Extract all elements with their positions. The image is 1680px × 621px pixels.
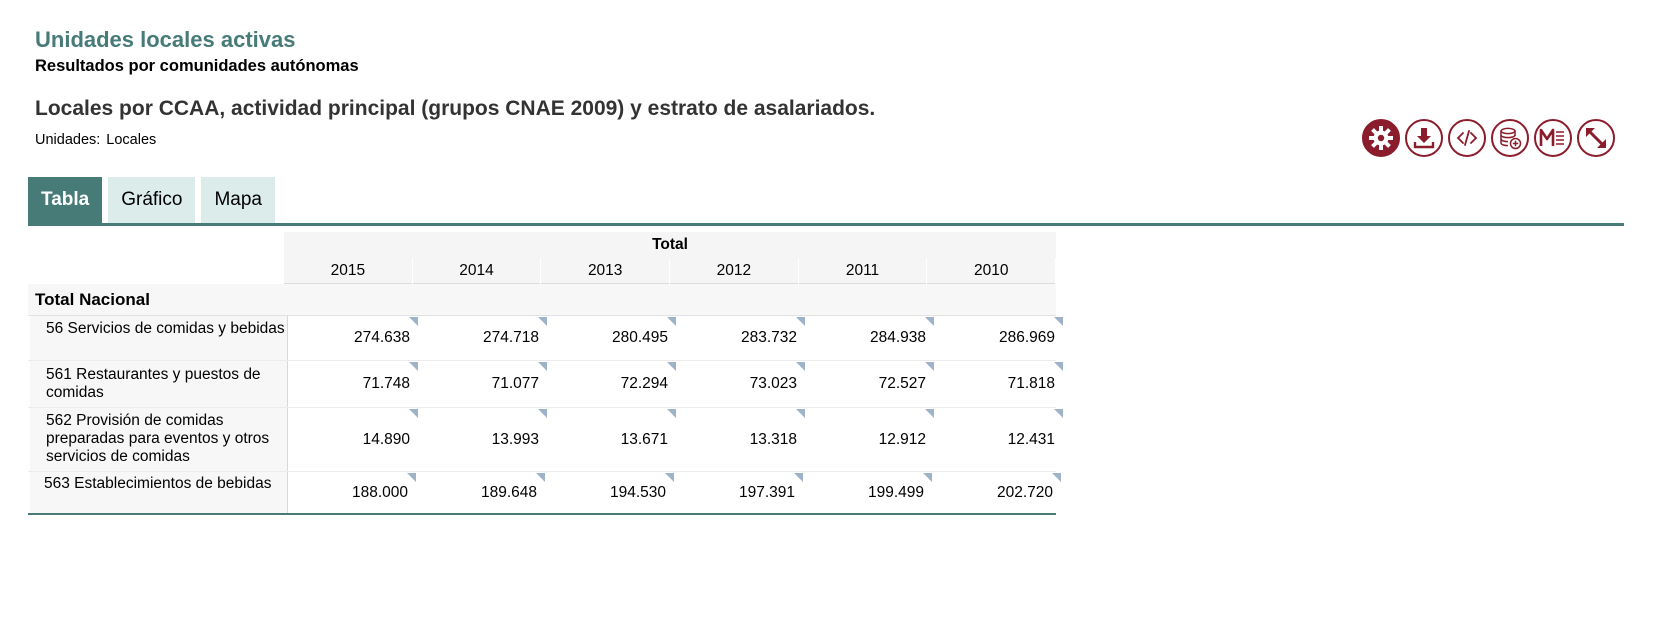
data-cell[interactable]: 194.530 bbox=[546, 472, 674, 513]
view-tabs: Tabla Gráfico Mapa bbox=[28, 177, 275, 223]
data-cell[interactable]: 197.391 bbox=[675, 472, 803, 513]
row-label: 562 Provisión de comidas preparadas para… bbox=[30, 408, 288, 471]
data-cell[interactable]: 199.499 bbox=[804, 472, 932, 513]
year-header: 2012 bbox=[670, 258, 798, 284]
note-marker-icon[interactable] bbox=[538, 317, 547, 326]
tab-tabla[interactable]: Tabla bbox=[28, 177, 103, 223]
data-cell[interactable]: 72.527 bbox=[806, 361, 934, 407]
data-cell[interactable]: 13.671 bbox=[548, 408, 676, 471]
toolbar bbox=[1362, 119, 1615, 157]
database-add-icon bbox=[1500, 127, 1522, 150]
data-cell[interactable]: 71.818 bbox=[935, 361, 1063, 407]
note-marker-icon[interactable] bbox=[407, 473, 416, 482]
code-icon bbox=[1456, 130, 1478, 146]
note-marker-icon[interactable] bbox=[409, 317, 418, 326]
data-cell[interactable]: 283.732 bbox=[677, 316, 805, 360]
data-cell[interactable]: 73.023 bbox=[677, 361, 805, 407]
year-header: 2014 bbox=[412, 258, 541, 284]
note-marker-icon[interactable] bbox=[667, 362, 676, 371]
tab-divider bbox=[28, 223, 1624, 226]
note-marker-icon[interactable] bbox=[538, 409, 547, 418]
note-marker-icon[interactable] bbox=[796, 409, 805, 418]
note-marker-icon[interactable] bbox=[796, 317, 805, 326]
download-icon bbox=[1413, 128, 1435, 149]
data-cell[interactable]: 71.748 bbox=[290, 361, 418, 407]
data-cell[interactable]: 188.000 bbox=[288, 472, 416, 513]
note-marker-icon[interactable] bbox=[409, 409, 418, 418]
note-marker-icon[interactable] bbox=[1054, 317, 1063, 326]
note-marker-icon[interactable] bbox=[667, 317, 676, 326]
tab-grafico[interactable]: Gráfico bbox=[108, 177, 196, 223]
data-cell[interactable]: 13.993 bbox=[419, 408, 547, 471]
units-label: Unidades: bbox=[35, 132, 101, 148]
row-label: 563 Establecimientos de bebidas bbox=[30, 472, 288, 513]
data-cell[interactable]: 13.318 bbox=[677, 408, 805, 471]
data-cell[interactable]: 12.912 bbox=[806, 408, 934, 471]
page-subtitle: Resultados por comunidades autónomas bbox=[35, 57, 359, 75]
data-cell[interactable]: 189.648 bbox=[417, 472, 545, 513]
data-cell[interactable]: 72.294 bbox=[548, 361, 676, 407]
tab-mapa[interactable]: Mapa bbox=[201, 177, 275, 223]
table-row: 56 Servicios de comidas y bebidas 274.63… bbox=[28, 316, 1063, 361]
data-cell[interactable]: 202.720 bbox=[933, 472, 1061, 513]
units-line: Unidades: Locales bbox=[35, 132, 156, 148]
note-marker-icon[interactable] bbox=[925, 409, 934, 418]
table-title: Locales por CCAA, actividad principal (g… bbox=[35, 97, 876, 120]
download-button[interactable] bbox=[1405, 119, 1443, 157]
note-marker-icon[interactable] bbox=[925, 317, 934, 326]
note-marker-icon[interactable] bbox=[794, 473, 803, 482]
note-marker-icon[interactable] bbox=[538, 362, 547, 371]
year-header-row: 2015 2014 2013 2012 2011 2010 bbox=[284, 258, 1056, 284]
data-cell[interactable]: 14.890 bbox=[290, 408, 418, 471]
year-header: 2011 bbox=[798, 258, 927, 284]
note-marker-icon[interactable] bbox=[409, 362, 418, 371]
section-row: Total Nacional bbox=[28, 284, 1056, 316]
note-marker-icon[interactable] bbox=[796, 362, 805, 371]
gear-icon bbox=[1369, 126, 1393, 150]
data-cell[interactable]: 12.431 bbox=[935, 408, 1063, 471]
page-title: Unidades locales activas bbox=[35, 27, 296, 52]
fullscreen-button[interactable] bbox=[1577, 119, 1615, 157]
units-value: Locales bbox=[106, 132, 157, 148]
year-header: 2010 bbox=[927, 258, 1056, 284]
note-marker-icon[interactable] bbox=[923, 473, 932, 482]
column-group-header: Total bbox=[284, 232, 1056, 258]
expand-icon bbox=[1586, 128, 1606, 148]
row-label: 561 Restaurantes y puestos de comidas bbox=[30, 361, 288, 407]
settings-button[interactable] bbox=[1362, 119, 1400, 157]
table-row: 562 Provisión de comidas preparadas para… bbox=[28, 408, 1063, 472]
note-marker-icon[interactable] bbox=[1054, 409, 1063, 418]
embed-code-button[interactable] bbox=[1448, 119, 1486, 157]
note-marker-icon[interactable] bbox=[925, 362, 934, 371]
metadata-icon bbox=[1539, 128, 1564, 146]
year-header: 2015 bbox=[284, 258, 412, 284]
row-label: 56 Servicios de comidas y bebidas bbox=[30, 316, 288, 360]
add-to-favorites-button[interactable] bbox=[1491, 119, 1529, 157]
table-row: 561 Restaurantes y puestos de comidas 71… bbox=[28, 361, 1063, 408]
note-marker-icon[interactable] bbox=[665, 473, 674, 482]
metadata-button[interactable] bbox=[1534, 119, 1572, 157]
data-cell[interactable]: 274.638 bbox=[290, 316, 418, 360]
section-label: Total Nacional bbox=[35, 290, 150, 309]
table-row: 563 Establecimientos de bebidas 188.000 … bbox=[28, 472, 1061, 513]
data-cell[interactable]: 280.495 bbox=[548, 316, 676, 360]
note-marker-icon[interactable] bbox=[536, 473, 545, 482]
data-cell[interactable]: 71.077 bbox=[419, 361, 547, 407]
data-table: Total 2015 2014 2013 2012 2011 2010 Tota… bbox=[28, 232, 1063, 515]
note-marker-icon[interactable] bbox=[1054, 362, 1063, 371]
data-cell[interactable]: 284.938 bbox=[806, 316, 934, 360]
data-cell[interactable]: 286.969 bbox=[935, 316, 1063, 360]
note-marker-icon[interactable] bbox=[667, 409, 676, 418]
data-cell[interactable]: 274.718 bbox=[419, 316, 547, 360]
note-marker-icon[interactable] bbox=[1052, 473, 1061, 482]
year-header: 2013 bbox=[541, 258, 670, 284]
